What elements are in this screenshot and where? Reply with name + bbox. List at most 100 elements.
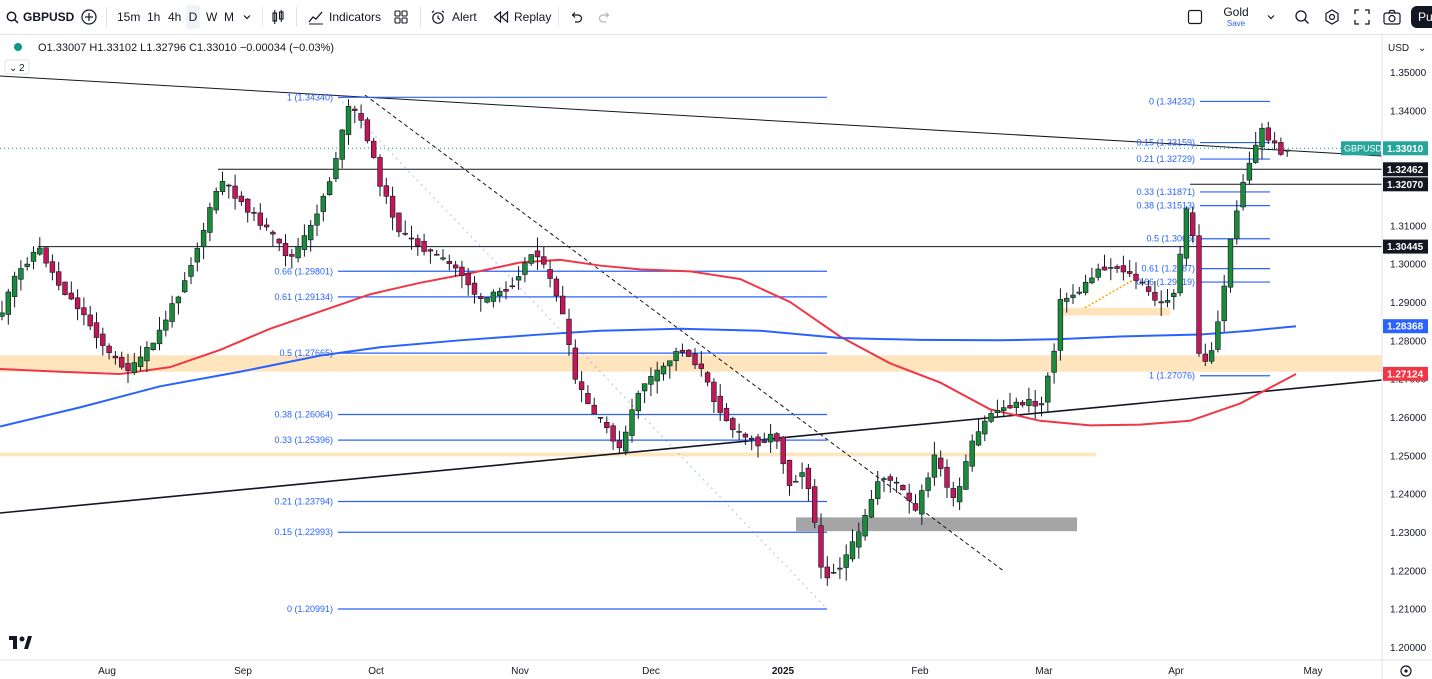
bear-candle — [245, 198, 251, 213]
bull-candle — [295, 246, 301, 259]
bear-candle — [1265, 127, 1272, 141]
bull-candle — [1057, 299, 1064, 351]
bull-candle — [925, 477, 931, 491]
bear-candle — [742, 433, 749, 438]
interval-dropdown[interactable] — [242, 0, 252, 34]
bull-candle — [799, 472, 805, 477]
fib-level-label: 0.38 (1.31513) — [1136, 201, 1195, 211]
bull-candle — [1259, 127, 1265, 148]
bear-candle — [452, 264, 459, 269]
fib-level-label: 0.66 (1.29519) — [1136, 277, 1195, 287]
bear-candle — [389, 195, 396, 218]
bull-candle — [1215, 321, 1221, 350]
bear-candle — [62, 281, 68, 295]
fib-level-label: 0.38 (1.26064) — [274, 410, 333, 420]
bear-candle — [112, 355, 119, 359]
bear-candle — [370, 140, 377, 158]
interval-w[interactable]: W — [206, 0, 217, 34]
bull-candle — [856, 531, 862, 548]
templates-button[interactable] — [393, 0, 409, 34]
interval-1h[interactable]: 1h — [147, 0, 160, 34]
fullscreen-button[interactable] — [1354, 0, 1370, 34]
bear-candle — [585, 393, 591, 405]
bull-candle — [339, 129, 345, 160]
chart-settings-button[interactable] — [1400, 665, 1412, 677]
bear-candle — [616, 440, 623, 449]
bull-candle — [975, 431, 982, 446]
bear-candle — [1202, 353, 1209, 362]
symbol-search[interactable]: GBPUSD — [6, 0, 74, 34]
fullscreen-icon — [1354, 9, 1370, 25]
bear-candle — [547, 269, 553, 279]
bear-candle — [604, 422, 610, 428]
bull-candle — [1183, 208, 1190, 259]
settings-button[interactable] — [1324, 0, 1340, 34]
interval-4h[interactable]: 4h — [168, 0, 181, 34]
tradingview-logo[interactable] — [9, 636, 32, 649]
quick-search-button[interactable] — [1294, 0, 1310, 34]
undo-button[interactable] — [569, 0, 583, 34]
fib-level-label: 0.66 (1.29801) — [274, 266, 333, 276]
price-badge — [1383, 162, 1428, 177]
price-tick-label: 1.24000 — [1390, 490, 1427, 501]
interval-m-label: M — [224, 10, 234, 24]
alert-button[interactable]: Alert — [430, 0, 477, 34]
bull-candle — [1177, 253, 1183, 294]
currency-selector[interactable]: USD — [1388, 43, 1409, 54]
interval-4h-label: 4h — [168, 10, 182, 24]
bull-candle — [969, 440, 975, 467]
time-tick-label: Apr — [1168, 666, 1184, 677]
compare-button[interactable] — [80, 0, 98, 34]
bear-candle — [679, 349, 686, 353]
alert-label: Alert — [452, 10, 477, 24]
time-axis[interactable]: Aug Sep Oct Nov Dec 2025 Feb Mar Apr May — [98, 666, 1322, 677]
bear-candle — [780, 436, 786, 465]
interval-15m[interactable]: 15m — [117, 0, 140, 34]
consolidation-zone — [796, 517, 1077, 532]
bear-candle — [93, 322, 100, 338]
interval-d-label: D — [188, 10, 198, 24]
layout-dropdown[interactable] — [1266, 0, 1276, 34]
bear-candle — [1120, 265, 1127, 273]
bear-candle — [937, 457, 944, 469]
interval-m[interactable]: M — [224, 0, 234, 34]
bear-candle — [559, 295, 566, 315]
legend-collapse-button[interactable] — [4, 59, 30, 75]
interval-d[interactable]: D — [186, 5, 200, 29]
price-badge — [1383, 177, 1428, 192]
fib-level-label: 0.21 (1.23794) — [274, 497, 333, 507]
bear-candle — [1114, 266, 1120, 269]
bear-candle — [119, 356, 125, 368]
bear-candle — [755, 436, 761, 447]
bull-candle — [137, 356, 144, 367]
time-tick-label: 2025 — [772, 666, 795, 677]
ascending-trendline — [0, 379, 1383, 514]
price-badge — [1383, 366, 1428, 381]
demand-zone — [1062, 307, 1170, 316]
descending-trendline — [0, 75, 1383, 157]
price-badge-value: 1.28368 — [1387, 322, 1424, 333]
price-badge-value: 1.32070 — [1387, 180, 1424, 191]
logo-stem — [13, 636, 17, 649]
layout-toggle-button[interactable] — [1187, 0, 1203, 34]
bear-candle — [100, 333, 106, 346]
bear-candle — [282, 243, 289, 257]
bull-candle — [484, 297, 490, 303]
bull-candle — [1051, 350, 1057, 373]
replay-button[interactable]: Replay — [493, 0, 551, 34]
redo-button[interactable] — [598, 0, 612, 34]
snapshot-button[interactable] — [1383, 0, 1401, 34]
chart-pane[interactable]: 1 (1.34340) 0.66 (1.29801) 0.61 (1.29134) 0… — [0, 35, 1432, 679]
bull-candle — [1026, 398, 1032, 406]
bull-candle — [1076, 291, 1083, 294]
bear-candle — [824, 566, 831, 579]
indicators-button[interactable]: Indicators — [308, 0, 381, 34]
bull-candle — [515, 276, 522, 281]
chart-type-button[interactable] — [270, 0, 286, 34]
publish-button[interactable]: Pu — [1411, 6, 1432, 28]
layout-name-button[interactable]: Gold Save — [1215, 0, 1257, 34]
drawings-layer — [0, 75, 1383, 573]
bear-candle — [1152, 292, 1158, 301]
price-tick-label: 1.29000 — [1390, 298, 1427, 309]
bear-candle — [685, 349, 692, 357]
